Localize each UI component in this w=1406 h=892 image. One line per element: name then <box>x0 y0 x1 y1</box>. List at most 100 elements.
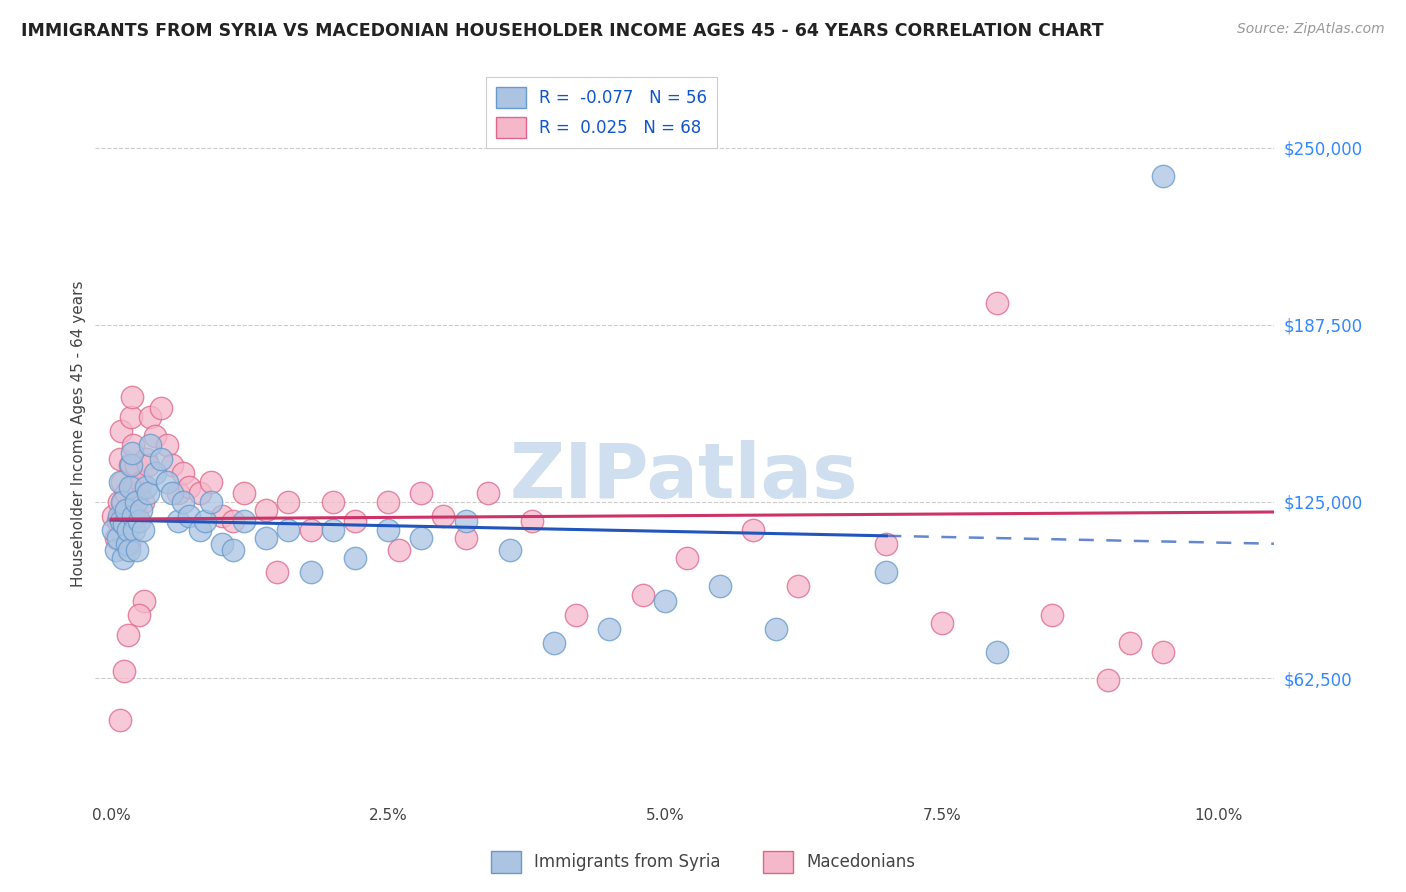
Point <box>254 532 277 546</box>
Point <box>1152 644 1174 658</box>
Point <box>150 452 173 467</box>
Text: IMMIGRANTS FROM SYRIA VS MACEDONIAN HOUSEHOLDER INCOME AGES 45 - 64 YEARS CORREL: IMMIGRANTS FROM SYRIA VS MACEDONIAN HOUS… <box>21 22 1104 40</box>
Point <box>254 503 277 517</box>
Point <box>139 409 162 424</box>
Point <box>114 515 136 529</box>
Point <box>211 508 233 523</box>
Point <box>172 467 194 481</box>
Point <box>117 627 139 641</box>
Point <box>166 515 188 529</box>
Text: Source: ZipAtlas.com: Source: ZipAtlas.com <box>1237 22 1385 37</box>
Point <box>155 438 177 452</box>
Point <box>122 508 145 523</box>
Point <box>986 296 1008 310</box>
Point <box>986 644 1008 658</box>
Point <box>108 475 131 489</box>
Point <box>122 438 145 452</box>
Point <box>565 607 588 622</box>
Point <box>121 390 143 404</box>
Point <box>1119 636 1142 650</box>
Point <box>931 616 953 631</box>
Point <box>222 542 245 557</box>
Point <box>136 458 159 472</box>
Point <box>160 486 183 500</box>
Point <box>166 486 188 500</box>
Point <box>103 508 125 523</box>
Point <box>124 494 146 508</box>
Point <box>128 515 150 529</box>
Point <box>128 607 150 622</box>
Point <box>155 475 177 489</box>
Legend: Immigrants from Syria, Macedonians: Immigrants from Syria, Macedonians <box>485 845 921 880</box>
Point <box>875 566 897 580</box>
Point <box>188 523 211 537</box>
Point <box>134 480 156 494</box>
Point <box>388 542 411 557</box>
Point <box>111 494 134 508</box>
Point <box>121 446 143 460</box>
Point <box>120 458 142 472</box>
Point <box>377 523 399 537</box>
Point <box>222 515 245 529</box>
Point <box>112 494 135 508</box>
Point <box>118 480 141 494</box>
Point <box>117 508 139 523</box>
Point <box>742 523 765 537</box>
Point <box>1042 607 1064 622</box>
Point <box>765 622 787 636</box>
Point <box>454 515 477 529</box>
Point <box>114 503 136 517</box>
Point <box>125 508 148 523</box>
Point <box>211 537 233 551</box>
Point <box>499 542 522 557</box>
Point <box>322 494 344 508</box>
Point <box>134 593 156 607</box>
Point <box>115 537 138 551</box>
Point <box>322 523 344 537</box>
Point <box>117 523 139 537</box>
Point <box>233 515 256 529</box>
Point <box>543 636 565 650</box>
Point <box>786 579 808 593</box>
Point <box>108 508 131 523</box>
Y-axis label: Householder Income Ages 45 - 64 years: Householder Income Ages 45 - 64 years <box>72 280 86 587</box>
Point <box>654 593 676 607</box>
Point <box>118 542 141 557</box>
Legend: R =  -0.077   N = 56, R =  0.025   N = 68: R = -0.077 N = 56, R = 0.025 N = 68 <box>486 77 717 148</box>
Point <box>454 532 477 546</box>
Point <box>103 523 125 537</box>
Point <box>598 622 620 636</box>
Point <box>120 409 142 424</box>
Point <box>129 475 152 489</box>
Point <box>200 475 222 489</box>
Point <box>150 401 173 416</box>
Point <box>111 475 134 489</box>
Point <box>875 537 897 551</box>
Point <box>709 579 731 593</box>
Point <box>110 515 132 529</box>
Point <box>172 494 194 508</box>
Point <box>128 486 150 500</box>
Point <box>124 480 146 494</box>
Point <box>411 532 433 546</box>
Point <box>188 486 211 500</box>
Point <box>108 713 131 727</box>
Point <box>299 523 322 537</box>
Point <box>139 438 162 452</box>
Point <box>343 515 366 529</box>
Point <box>266 566 288 580</box>
Point <box>160 458 183 472</box>
Point <box>114 517 136 532</box>
Point <box>177 480 200 494</box>
Point <box>110 424 132 438</box>
Point <box>145 429 167 443</box>
Point <box>124 458 146 472</box>
Point <box>124 523 146 537</box>
Point <box>129 503 152 517</box>
Point <box>177 508 200 523</box>
Point <box>233 486 256 500</box>
Point <box>104 542 127 557</box>
Point <box>194 515 217 529</box>
Point <box>136 486 159 500</box>
Point <box>108 494 131 508</box>
